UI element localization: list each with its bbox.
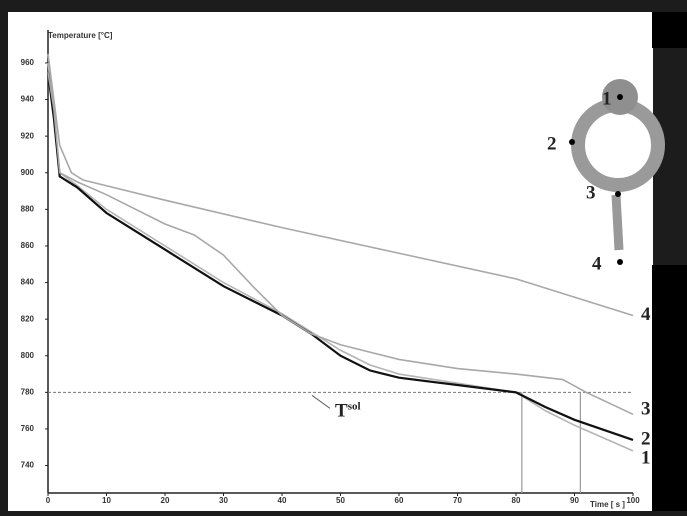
black-block bbox=[652, 12, 687, 48]
x-tick-label: 60 bbox=[395, 496, 404, 505]
stem bbox=[616, 195, 619, 250]
series-label: 2 bbox=[641, 428, 651, 449]
x-tick-label: 20 bbox=[161, 496, 170, 505]
inset-label: 1 bbox=[602, 88, 612, 109]
point bbox=[617, 94, 623, 100]
x-tick-label: 70 bbox=[453, 496, 462, 505]
y-tick-label: 760 bbox=[21, 424, 35, 433]
chart: Temperature [°C] Time [ s ] 1 2 3 4 740 7… bbox=[0, 0, 687, 511]
series-label: 1 bbox=[641, 447, 651, 468]
x-tick-label: 90 bbox=[570, 496, 579, 505]
x-tick-label: 50 bbox=[336, 496, 345, 505]
series-label: 4 bbox=[641, 304, 651, 325]
y-tick-label: 840 bbox=[21, 278, 35, 287]
x-tick-label: 40 bbox=[278, 496, 287, 505]
panel bbox=[8, 12, 653, 511]
x-tick-label: 80 bbox=[512, 496, 521, 505]
y-tick-label: 740 bbox=[21, 461, 35, 470]
inset-label: 2 bbox=[547, 133, 557, 154]
point bbox=[617, 259, 623, 265]
y-tick-label: 800 bbox=[21, 351, 35, 360]
x-tick-label: 100 bbox=[626, 496, 640, 505]
y-tick-label: 920 bbox=[21, 131, 35, 140]
inset-label: 4 bbox=[592, 253, 602, 274]
page: Temperature [°C] Time [ s ] 1 2 3 4 740 7… bbox=[0, 0, 687, 516]
x-axis-label: Time [ s ] bbox=[590, 500, 625, 509]
y-tick-label: 900 bbox=[21, 168, 35, 177]
x-tick-label: 10 bbox=[102, 496, 111, 505]
y-tick-label: 940 bbox=[21, 95, 35, 104]
tsol-sup: sol bbox=[348, 400, 361, 412]
point bbox=[615, 191, 621, 197]
y-tick-label: 880 bbox=[21, 204, 35, 213]
y-tick-label: 860 bbox=[21, 241, 35, 250]
inset-label: 3 bbox=[586, 182, 596, 203]
point bbox=[569, 139, 575, 145]
series-label: 3 bbox=[641, 399, 651, 420]
tsol-text: T bbox=[335, 401, 348, 422]
y-tick-label: 780 bbox=[21, 387, 35, 396]
black-block bbox=[652, 265, 687, 511]
x-tick-label: 0 bbox=[46, 496, 51, 505]
y-tick-label: 820 bbox=[21, 314, 35, 323]
y-axis-label: Temperature [°C] bbox=[48, 31, 113, 40]
x-tick-label: 30 bbox=[219, 496, 228, 505]
y-tick-label: 960 bbox=[21, 58, 35, 67]
